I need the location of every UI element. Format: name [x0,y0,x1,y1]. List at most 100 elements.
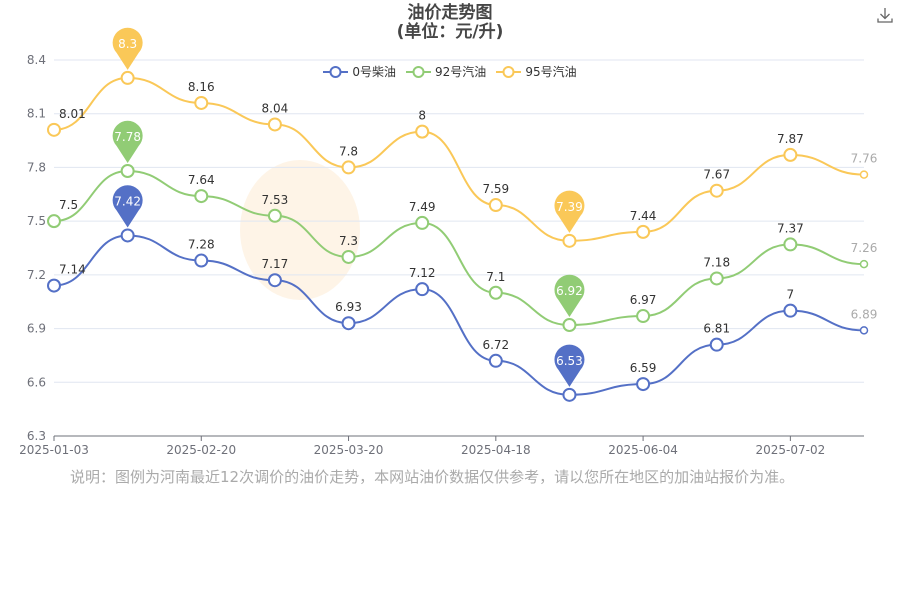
data-point [194,253,209,268]
marker-pin-label: 7.39 [556,200,583,214]
marker-pin-label: 6.53 [556,354,583,368]
data-label: 6.59 [630,361,657,375]
x-tick-label: 2025-04-18 [461,443,531,457]
x-tick-label: 2025-06-04 [608,443,678,457]
data-label: 8.01 [59,107,86,121]
data-label: 8.04 [262,101,289,115]
x-tick-label: 2025-07-02 [755,443,825,457]
data-label: 7.67 [703,168,730,182]
data-label: 7.17 [262,257,289,271]
legend-item[interactable]: 95号汽油 [496,63,577,80]
series-1: 7.5 7.64 7.53 7.3 7.49 7.1 6.97 7.18 7.37 7.26 7.7… [47,120,878,332]
download-icon[interactable] [876,6,894,24]
data-label: 7.14 [59,263,86,277]
data-point [488,353,503,368]
y-tick-label: 6.3 [27,429,46,443]
data-label: 6.81 [703,322,730,336]
data-label: 7.26 [851,241,878,255]
y-tick-label: 7.8 [27,160,46,174]
data-point [341,249,356,264]
data-point [415,282,430,297]
data-point [267,117,282,132]
marker-pin-label: 6.92 [556,284,583,298]
data-point [636,224,651,239]
data-label: 7.76 [851,152,878,166]
marker-pin [112,185,143,228]
data-point [341,316,356,331]
data-label: 7.8 [339,144,358,158]
data-point [194,189,209,204]
data-point [267,208,282,223]
data-point [47,122,61,137]
data-point [709,271,724,286]
data-label: 6.93 [335,300,362,314]
marker-pin-label: 7.78 [114,130,141,144]
watermark-logo [240,160,360,300]
y-tick-label: 7.5 [27,214,46,228]
legend-item[interactable]: 92号汽油 [406,63,486,80]
data-label: 7.5 [59,198,78,212]
y-tick-label: 6.9 [27,322,46,336]
chart-title-text: 油价走势图 [407,3,493,23]
marker-pin [554,344,585,387]
legend-line-circle-icon [323,65,349,78]
data-label: 7 [787,288,795,302]
y-tick-label: 7.2 [27,268,46,282]
chart-subtitle: (单位：元/升) [396,22,504,42]
data-label: 7.49 [409,200,436,214]
marker-pin [554,190,585,233]
legend-label: 95号汽油 [525,65,577,79]
data-point [859,259,869,269]
series-line [53,76,865,242]
data-point [415,124,430,139]
legend-line-circle-icon [496,65,522,78]
data-point [120,228,135,243]
data-label: 7.12 [409,266,436,280]
data-point [415,215,430,230]
data-point [636,377,651,392]
data-label: 7.59 [482,182,509,196]
x-tick-label: 2025-03-20 [314,443,384,457]
marker-pin-label: 7.42 [114,194,141,208]
data-point [709,183,724,198]
data-point [120,164,135,179]
data-point [120,70,135,85]
data-label: 7.53 [262,193,289,207]
legend-label: 0号柴油 [352,65,397,79]
data-label: 7.87 [777,132,804,146]
data-point [859,170,869,179]
marker-pin [112,27,143,70]
series-line [53,170,865,326]
marker-pin [554,274,585,317]
data-label: 6.72 [482,338,509,352]
disclaimer-note: 说明：图例为河南最近12次调价的油价走势，本网站油价数据仅供参考，请以您所在地区… [70,468,795,486]
legend-line-circle-icon [406,65,432,78]
data-label: 7.28 [188,238,215,252]
data-point [636,309,651,324]
chart-title: 油价走势图 (单位：元/升) [0,4,900,42]
legend: 0号柴油 92号汽油 95号汽油 [0,63,900,82]
legend-item[interactable]: 0号柴油 [323,63,396,80]
data-label: 8.16 [188,80,215,94]
data-point [783,303,798,318]
data-point [267,273,282,288]
data-point [709,337,724,352]
data-point [47,214,61,229]
x-tick-label: 2025-02-20 [166,443,236,457]
data-label: 7.64 [188,173,215,187]
data-point [783,147,798,162]
y-tick-label: 6.6 [27,375,46,389]
data-point [488,285,503,300]
data-label: 7.18 [703,255,730,269]
data-label: 6.89 [851,307,878,321]
data-point [783,237,798,252]
data-label: 7.3 [339,234,358,248]
series-2: 8.01 8.16 8.04 7.8 8 7.59 7.44 7.67 7.87 7.76 8.3 7… [47,27,878,248]
y-tick-label: 8.4 [27,53,46,67]
data-point [47,278,61,293]
data-point [562,387,577,402]
series-0: 7.14 7.28 7.17 6.93 7.12 6.72 6.59 6.81 7 6.89 7.4… [47,185,878,402]
x-tick-label: 2025-01-03 [19,443,89,457]
marker-pin [112,120,143,164]
